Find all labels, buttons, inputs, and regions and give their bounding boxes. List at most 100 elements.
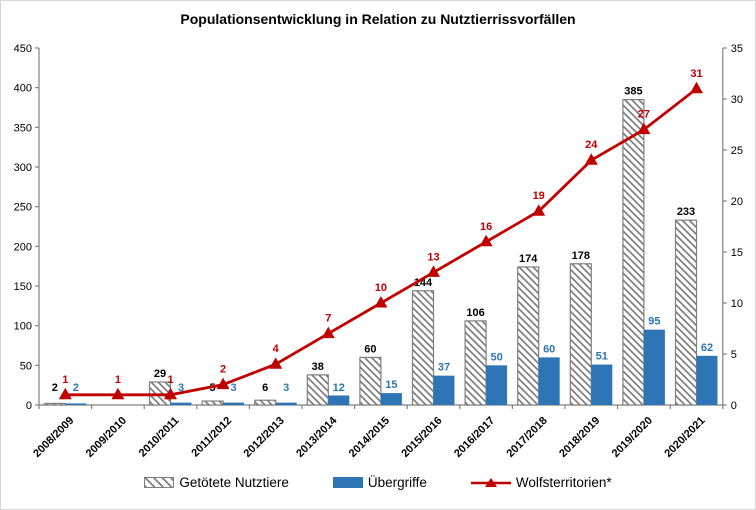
y-tick-label-right: 0 bbox=[731, 400, 737, 412]
x-category-label: 2017/2018 bbox=[505, 415, 550, 460]
bar-getoetete-nutztiere bbox=[674, 219, 698, 406]
bar-value-label-getoetete: 2 bbox=[52, 382, 58, 394]
wolfsterritorien-value-label: 27 bbox=[638, 109, 650, 121]
wolfsterritorien-marker-triangle-icon bbox=[479, 234, 493, 247]
y-tick-label-left: 300 bbox=[14, 162, 32, 174]
y-tick-label-right: 35 bbox=[731, 43, 743, 55]
legend-label-getoetete-nutztiere: Getötete Nutztiere bbox=[179, 475, 289, 490]
legend-triangle-marker-icon bbox=[484, 477, 497, 487]
wolfsterritorien-value-label: 16 bbox=[480, 221, 492, 233]
bar-value-label-uebergriffe: 62 bbox=[701, 342, 713, 354]
bar-uebergriffe bbox=[380, 393, 402, 405]
bar-value-label-getoetete: 38 bbox=[312, 361, 324, 373]
y-tick-label-right: 10 bbox=[731, 298, 743, 310]
y-tick-label-right: 25 bbox=[731, 145, 743, 157]
bar-value-label-uebergriffe: 51 bbox=[596, 351, 608, 363]
bar-value-label-uebergriffe: 37 bbox=[438, 362, 450, 374]
bar-value-label-getoetete: 233 bbox=[677, 206, 695, 218]
legend-swatch-hatched-bar bbox=[144, 477, 175, 488]
y-tick-label-left: 150 bbox=[14, 281, 32, 293]
wolfsterritorien-marker-triangle-icon bbox=[58, 387, 72, 400]
wolfsterritorien-marker-triangle-icon bbox=[690, 81, 703, 94]
x-category-label: 2009/2010 bbox=[84, 415, 129, 460]
wolfsterritorien-value-label: 1 bbox=[115, 374, 121, 386]
chart-title: Populationsentwicklung in Relation zu Nu… bbox=[180, 11, 576, 27]
bar-getoetete-nutztiere bbox=[464, 320, 487, 406]
legend-item-uebergriffe: Übergriffe bbox=[332, 475, 427, 490]
bar-value-label-getoetete: 29 bbox=[154, 368, 166, 380]
wolfsterritorien-marker-triangle-icon bbox=[584, 153, 598, 165]
bar-getoetete-nutztiere bbox=[306, 374, 329, 406]
bar-value-label-getoetete: 106 bbox=[466, 307, 484, 319]
y-tick-label-right: 5 bbox=[731, 349, 737, 361]
x-category-label: 2015/2016 bbox=[399, 415, 444, 460]
y-tick-label-left: 350 bbox=[14, 122, 32, 134]
bar-value-label-uebergriffe: 3 bbox=[283, 382, 289, 394]
wolfsterritorien-value-label: 13 bbox=[427, 251, 439, 263]
y-tick-label-left: 100 bbox=[14, 321, 32, 333]
x-category-label: 2016/2017 bbox=[452, 415, 497, 460]
legend-label-uebergriffe: Übergriffe bbox=[367, 475, 427, 490]
bar-value-label-getoetete: 6 bbox=[262, 382, 268, 394]
bar-uebergriffe bbox=[538, 357, 560, 405]
x-category-label: 2011/2012 bbox=[189, 415, 234, 460]
y-tick-label-left: 450 bbox=[14, 43, 32, 55]
legend-swatch-red-line-triangle-icon bbox=[470, 477, 511, 487]
bar-getoetete-nutztiere bbox=[622, 98, 645, 406]
wolfsterritorien-value-label: 31 bbox=[690, 68, 702, 80]
wolfsterritorien-value-label: 1 bbox=[167, 374, 173, 386]
x-category-label: 2020/2021 bbox=[662, 415, 707, 460]
x-category-label: 2008/2009 bbox=[31, 415, 76, 460]
wolfsterritorien-value-label: 2 bbox=[220, 364, 226, 376]
bar-value-label-uebergriffe: 50 bbox=[490, 351, 502, 363]
bar-uebergriffe bbox=[223, 402, 245, 405]
bar-getoetete-nutztiere bbox=[411, 290, 435, 406]
x-category-label: 2013/2014 bbox=[294, 414, 340, 460]
bar-value-label-uebergriffe: 60 bbox=[543, 343, 555, 355]
y-tick-label-left: 200 bbox=[14, 241, 32, 253]
wolfsterritorien-marker-triangle-icon bbox=[216, 377, 230, 390]
bar-uebergriffe bbox=[328, 395, 350, 405]
bar-uebergriffe bbox=[65, 403, 87, 405]
bar-getoetete-nutztiere bbox=[569, 263, 592, 406]
wolfsterritorien-value-label: 19 bbox=[533, 190, 545, 202]
y-tick-label-right: 30 bbox=[731, 94, 743, 106]
bar-uebergriffe bbox=[170, 402, 192, 405]
y-tick-label-right: 15 bbox=[731, 247, 743, 259]
wolfsterritorien-marker-triangle-icon bbox=[427, 265, 440, 277]
wolfsterritorien-value-label: 4 bbox=[273, 343, 280, 355]
wolfsterritorien-line bbox=[65, 87, 698, 397]
bar-value-label-getoetete: 60 bbox=[364, 343, 376, 355]
wolfsterritorien-marker-triangle-icon bbox=[637, 122, 651, 135]
bar-value-label-uebergriffe: 15 bbox=[385, 379, 397, 391]
bar-uebergriffe bbox=[696, 355, 718, 405]
bar-value-label-getoetete: 385 bbox=[624, 86, 642, 98]
bar-getoetete-nutztiere bbox=[201, 400, 224, 406]
wolfsterritorien-marker-triangle-icon bbox=[111, 387, 125, 400]
legend: Getötete Nutztiere Übergriffe Wolfsterri… bbox=[1, 475, 755, 490]
y-tick-label-right: 20 bbox=[731, 196, 743, 208]
bar-value-label-uebergriffe: 12 bbox=[333, 382, 345, 394]
bar-getoetete-nutztiere bbox=[254, 399, 277, 406]
bar-uebergriffe bbox=[275, 402, 297, 405]
bar-value-label-uebergriffe: 95 bbox=[648, 316, 660, 328]
wolfsterritorien-marker-triangle-icon bbox=[321, 326, 335, 339]
bar-uebergriffe bbox=[486, 365, 508, 405]
wolfsterritorien-value-label: 24 bbox=[585, 139, 598, 151]
legend-item-wolfsterritorien: Wolfsterritorien* bbox=[470, 475, 612, 490]
y-tick-label-left: 250 bbox=[14, 202, 32, 214]
bar-getoetete-nutztiere bbox=[43, 402, 66, 406]
wolfsterritorien-value-label: 1 bbox=[62, 374, 68, 386]
wolfsterritorien-marker-triangle-icon bbox=[532, 204, 546, 216]
x-category-label: 2019/2020 bbox=[610, 415, 655, 460]
legend-item-getoetete-nutztiere: Getötete Nutztiere bbox=[144, 475, 289, 490]
x-category-label: 2010/2011 bbox=[137, 415, 182, 460]
wolfsterritorien-value-label: 7 bbox=[325, 313, 331, 325]
wolfsterritorien-marker-triangle-icon bbox=[164, 387, 177, 400]
legend-label-wolfsterritorien: Wolfsterritorien* bbox=[515, 475, 612, 490]
bar-uebergriffe bbox=[591, 364, 613, 405]
bar-getoetete-nutztiere bbox=[359, 356, 382, 406]
bar-value-label-getoetete: 178 bbox=[572, 250, 590, 262]
